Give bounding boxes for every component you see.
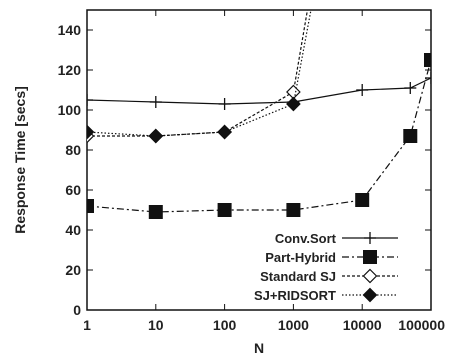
legend-marker (362, 287, 378, 303)
legend-marker (363, 250, 377, 264)
x-tick-label: 10 (148, 317, 164, 333)
data-point (87, 94, 93, 106)
y-tick-label: 20 (65, 262, 81, 278)
data-point (286, 96, 301, 112)
legend-label: SJ+RIDSORT (254, 288, 336, 303)
legend-marker (364, 232, 376, 244)
legend-marker (362, 268, 378, 284)
data-point (425, 72, 431, 84)
x-axis-title: N (254, 340, 264, 356)
legend-label: Conv.Sort (275, 231, 337, 246)
legend-item: Standard SJ (260, 268, 398, 284)
legend-label: Part-Hybrid (265, 250, 336, 265)
data-point (218, 98, 231, 110)
y-tick-label: 0 (73, 302, 81, 318)
data-point (148, 128, 164, 144)
data-point (355, 193, 370, 207)
series-line (87, 10, 309, 137)
series-line (87, 10, 312, 137)
data-point (217, 124, 232, 140)
series-layer (87, 10, 431, 219)
series-sj-ridsort (87, 10, 312, 144)
data-point (404, 82, 417, 94)
series-part-hybrid (87, 53, 431, 219)
y-tick-label: 80 (65, 142, 81, 158)
y-tick-label: 120 (58, 62, 82, 78)
data-point (403, 129, 418, 143)
legend-item: SJ+RIDSORT (254, 287, 398, 303)
plot-frame (86, 9, 432, 311)
x-tick-label: 1000 (278, 317, 309, 333)
series-line (87, 77, 431, 105)
data-point (87, 124, 95, 140)
legend: Conv.Sort Part-Hybrid Standard SJ SJ+RIDSOR… (254, 231, 398, 303)
legend-item: Part-Hybrid (265, 250, 398, 265)
data-point (87, 199, 94, 213)
legend-item: Conv.Sort (275, 231, 398, 246)
series-conv-sort (87, 72, 431, 110)
data-point (424, 53, 431, 67)
data-point (286, 203, 301, 217)
data-point (286, 84, 301, 100)
axis-ticks: 0 20 40 60 80 100 120 140 1 10 100 1000 10000 100000 (58, 10, 445, 333)
y-tick-label: 40 (65, 222, 81, 238)
data-point (149, 96, 162, 108)
y-tick-label: 140 (58, 22, 82, 38)
y-tick-label: 100 (58, 102, 82, 118)
y-axis-title: Response Time [secs] (12, 86, 28, 234)
x-tick-label: 1 (83, 317, 91, 333)
data-point (356, 84, 369, 96)
data-point (148, 205, 163, 219)
legend-label: Standard SJ (260, 269, 336, 284)
x-tick-label: 100 (213, 317, 237, 333)
x-tick-label: 100000 (398, 317, 445, 333)
data-point (217, 203, 232, 217)
series-standard-sj (87, 10, 309, 144)
y-tick-label: 60 (65, 182, 81, 198)
x-tick-label: 10000 (343, 317, 382, 333)
